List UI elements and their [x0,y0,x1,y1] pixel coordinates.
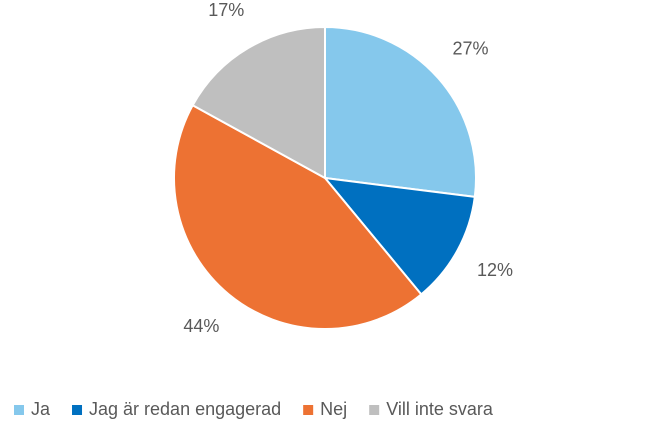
legend-swatch [303,405,314,415]
legend-swatch [72,405,83,415]
data-label: 17% [208,0,244,20]
legend-label: Jag är redan engagerad [89,399,281,419]
pie-slice [191,25,326,180]
data-label: 12% [477,260,513,280]
legend-label: Ja [31,399,51,419]
data-label: 27% [453,38,489,58]
pie-slice [173,103,423,330]
pie-slice [322,176,476,296]
legend-label: Nej [320,399,347,419]
legend-swatch [369,405,380,415]
data-label: 44% [183,316,219,336]
pie-slice [324,25,477,199]
legend-swatch [14,405,24,415]
legend-label: Vill inte svara [386,399,494,419]
